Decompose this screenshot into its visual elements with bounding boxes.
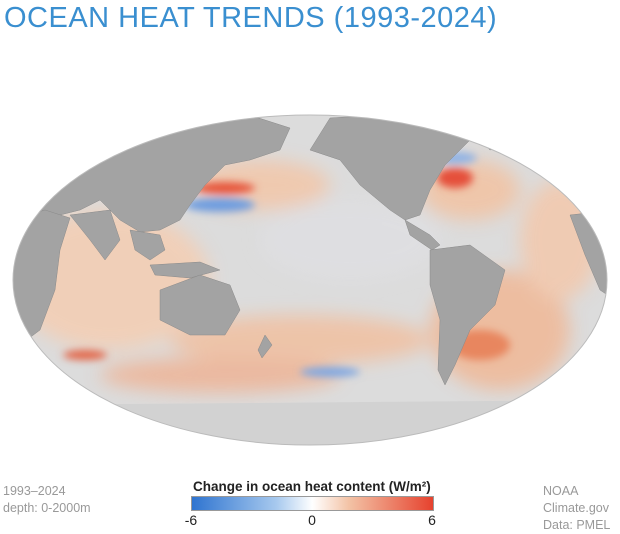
hotspots: [63, 152, 510, 377]
depth-label: depth: 0-2000m: [3, 501, 91, 515]
southeast-asia: [129, 229, 166, 261]
south-america: [429, 244, 506, 386]
legend-title: Change in ocean heat content (W/m²): [193, 479, 431, 494]
legend-tick-mid: 0: [308, 512, 316, 528]
europe-west: [559, 139, 607, 206]
maritime-islands: [149, 261, 221, 279]
period-label: 1993–2024: [3, 484, 66, 498]
source-label: Data: PMEL: [543, 518, 611, 532]
page-title: OCEAN HEAT TRENDS (1993-2024): [4, 2, 498, 34]
color-scale-bar: [191, 496, 434, 511]
legend-tick-min: -6: [184, 512, 198, 528]
central-america: [404, 219, 441, 251]
metadata-left: 1993–2024 depth: 0-2000m: [3, 483, 91, 517]
metadata-right: NOAA Climate.gov Data: PMEL: [543, 483, 620, 534]
arabia-india: [69, 209, 121, 261]
new-zealand: [257, 334, 273, 359]
africa: [13, 209, 71, 346]
australia: [159, 274, 241, 336]
legend-tick-max: 6: [428, 512, 436, 528]
antarctica: [13, 400, 607, 445]
map-outline: [12, 114, 608, 446]
land-masses: [13, 115, 607, 445]
credit-label: NOAA Climate.gov: [543, 484, 609, 515]
